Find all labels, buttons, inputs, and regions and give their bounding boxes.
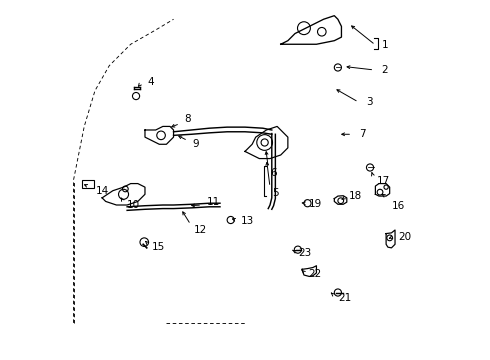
Text: 12: 12	[194, 225, 208, 235]
Bar	[82, 180, 94, 188]
Circle shape	[367, 164, 373, 171]
Text: 4: 4	[148, 77, 154, 87]
Text: 8: 8	[184, 113, 191, 123]
Circle shape	[294, 246, 301, 253]
Text: 14: 14	[96, 186, 109, 196]
Text: 15: 15	[151, 242, 165, 252]
Text: 22: 22	[309, 269, 322, 279]
Circle shape	[227, 216, 234, 224]
Text: 21: 21	[338, 293, 351, 303]
Text: 18: 18	[349, 191, 363, 201]
Circle shape	[304, 200, 311, 207]
Circle shape	[334, 289, 342, 296]
Text: 6: 6	[270, 168, 277, 178]
Text: 17: 17	[376, 176, 390, 186]
Circle shape	[140, 238, 148, 247]
Circle shape	[334, 64, 342, 71]
Text: 7: 7	[359, 129, 366, 139]
Text: 3: 3	[366, 97, 372, 107]
Text: 20: 20	[398, 232, 411, 242]
Text: 10: 10	[126, 200, 140, 210]
Text: 19: 19	[309, 199, 322, 209]
Text: 2: 2	[381, 65, 388, 75]
Text: 9: 9	[192, 139, 199, 149]
Text: 11: 11	[206, 197, 220, 207]
Text: 5: 5	[272, 188, 279, 198]
Circle shape	[132, 93, 140, 100]
Text: 23: 23	[298, 248, 311, 258]
Text: 1: 1	[381, 40, 388, 50]
Text: 13: 13	[241, 216, 254, 226]
Text: 16: 16	[392, 201, 405, 211]
